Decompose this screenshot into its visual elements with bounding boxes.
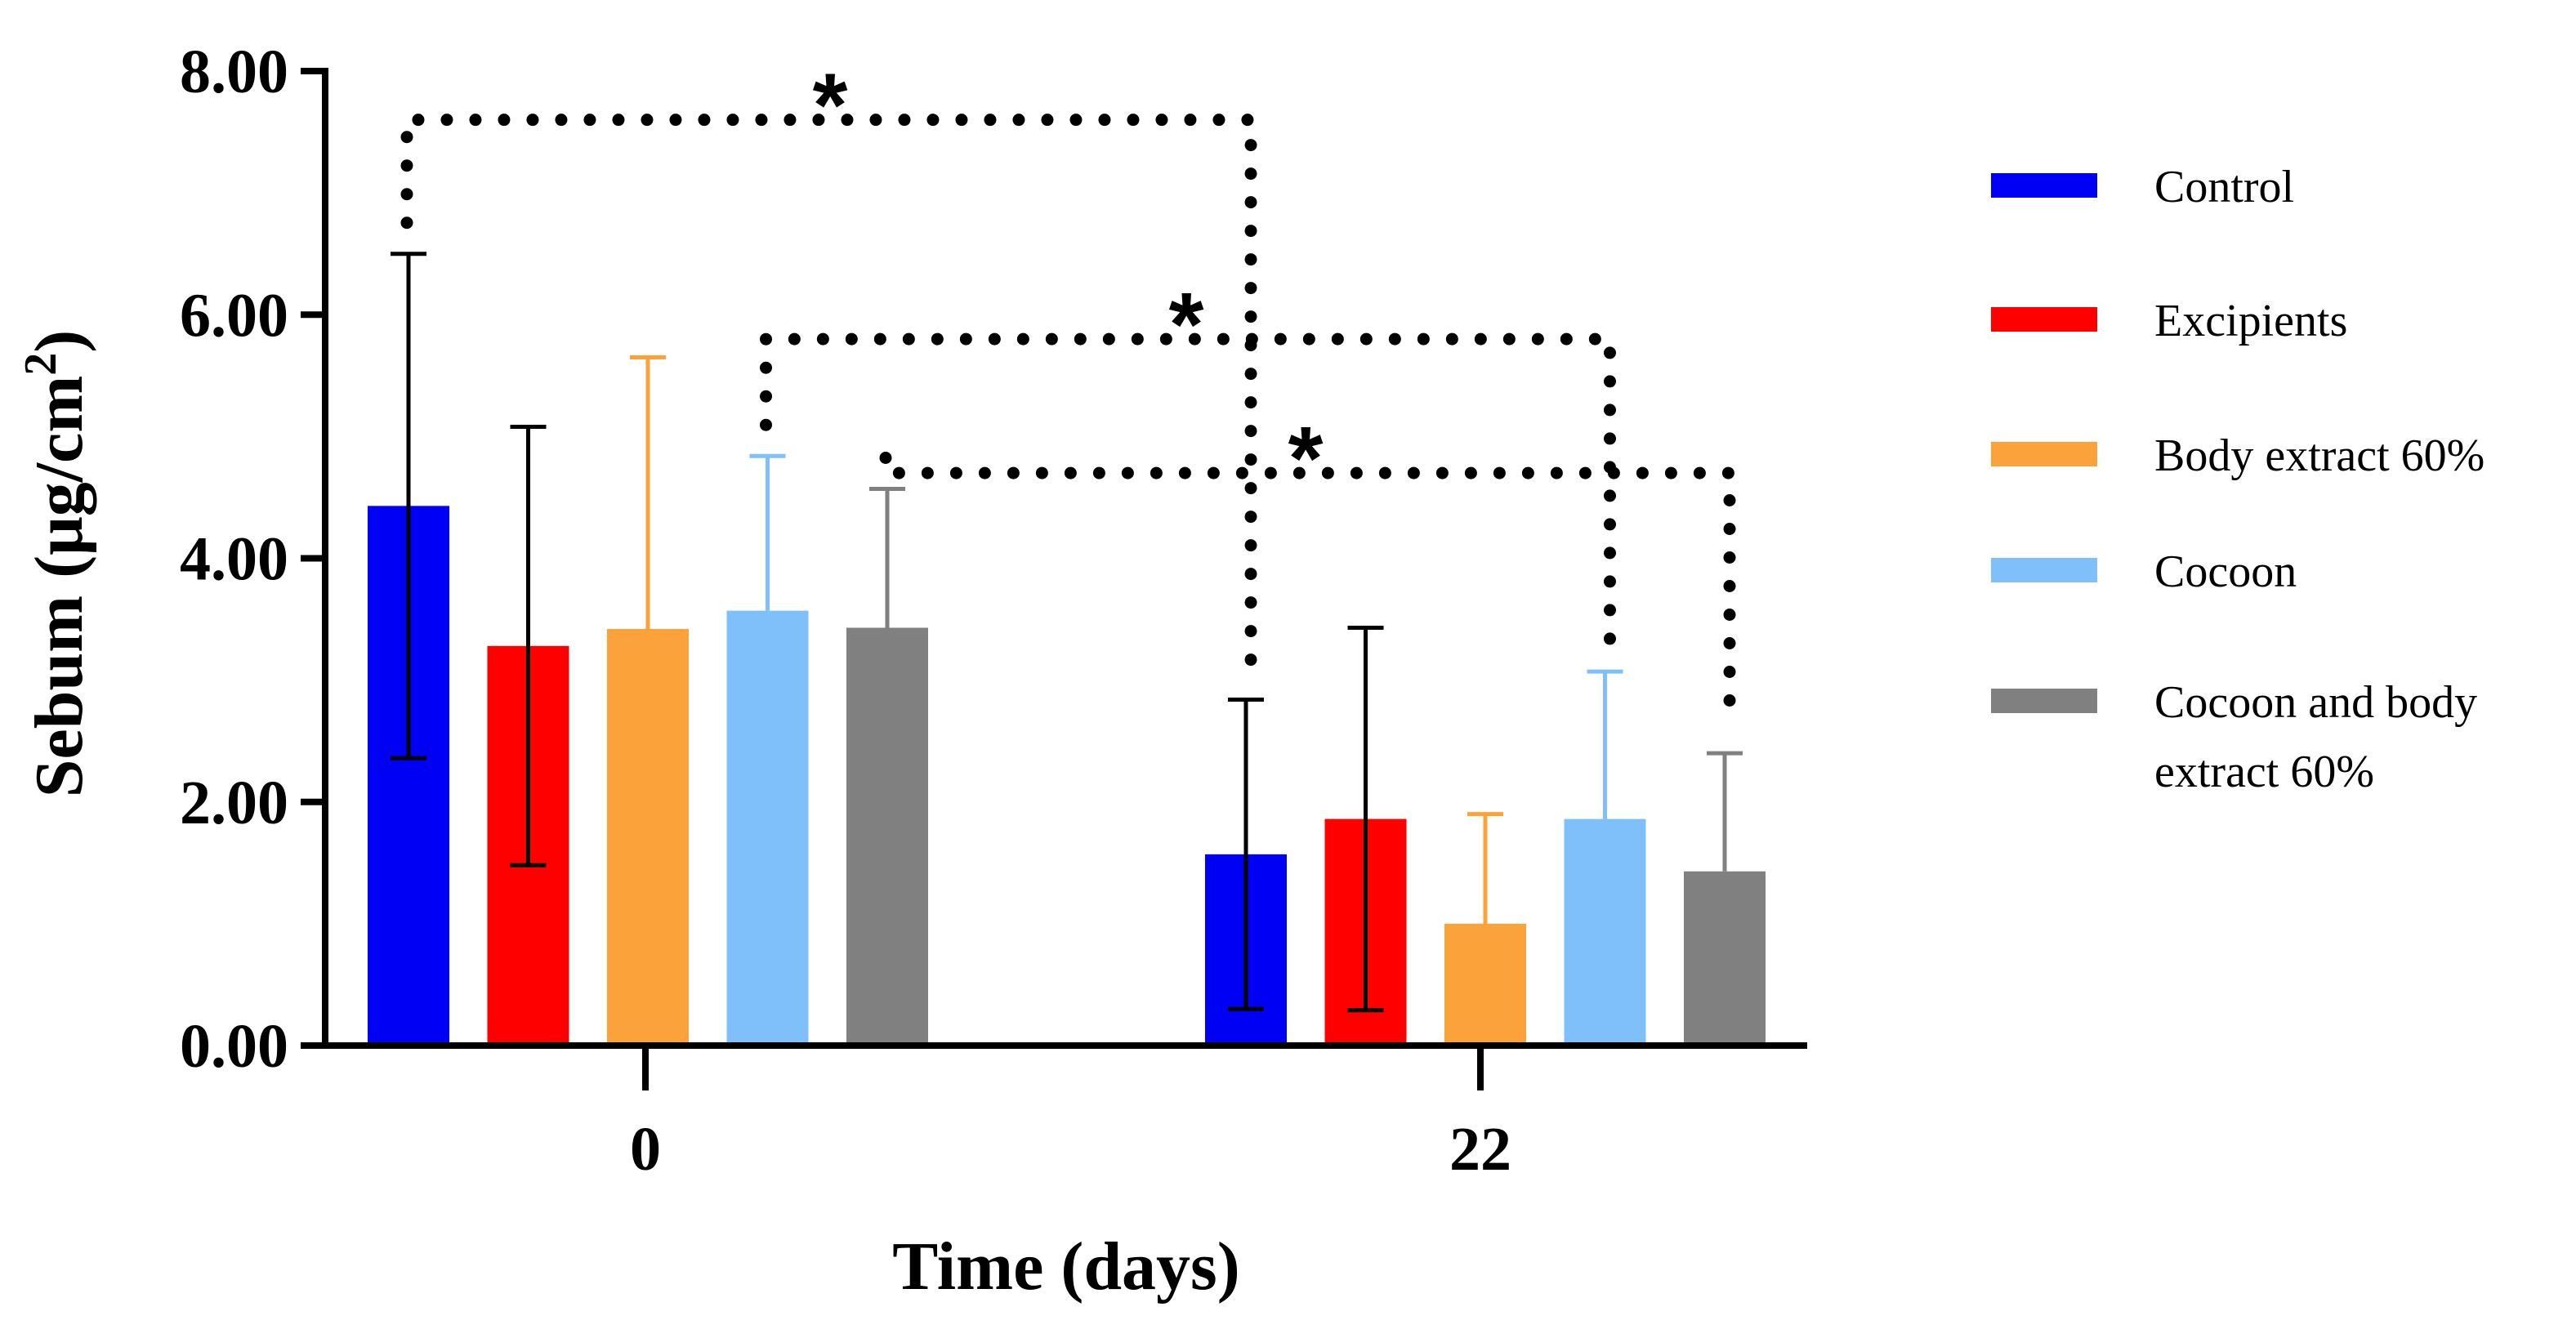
legend-swatch-body-extract-60- — [1991, 442, 2097, 466]
tick-labels-layer: 0.00 2.00 4.00 6.00 8.00 0 22 — [180, 38, 1511, 1184]
y-tick-label-6.00: 6.00 — [180, 281, 288, 350]
bars-layer — [368, 506, 1766, 1046]
significance-layer: * * * — [400, 56, 1736, 727]
legend-label-3-0: Cocoon — [2154, 546, 2297, 597]
axes-layer — [301, 68, 1807, 1090]
legend-swatch-cocoon — [1991, 558, 2097, 582]
legend-swatch-excipients — [1991, 307, 2097, 332]
legend-label-2-0: Body extract 60% — [2154, 430, 2484, 481]
error-bars-layer — [391, 252, 1743, 1013]
y-tick-label-8.00: 8.00 — [180, 38, 288, 106]
y-tick-label-4.00: 4.00 — [180, 525, 288, 594]
legend-label-4-0: Cocoon and body — [2154, 677, 2477, 728]
bar-cocoon-and-body-extract-60--day-22 — [1684, 871, 1766, 1046]
y-tick-label-0.00: 0.00 — [180, 1012, 288, 1081]
bar-cocoon-day-22 — [1564, 818, 1646, 1046]
legend: Control Excipients Body extract 60% Cocoon C… — [1991, 162, 2484, 797]
x-tick-label-0: 0 — [630, 1115, 661, 1184]
legend-label-0-0: Control — [2154, 162, 2294, 212]
significance-bracket-1 — [400, 114, 1257, 673]
bar-body-extract-60--day-0 — [607, 628, 689, 1046]
legend-label-4-1: extract 60% — [2154, 747, 2374, 797]
bar-body-extract-60--day-22 — [1444, 923, 1526, 1046]
legend-label-1-0: Excipients — [2154, 296, 2347, 346]
y-tick-label-2.00: 2.00 — [180, 769, 288, 837]
significance-star-2: * — [1169, 274, 1204, 375]
significance-star-3: * — [1288, 408, 1324, 509]
bar-cocoon-and-body-extract-60--day-0 — [846, 627, 928, 1046]
significance-star-1: * — [813, 56, 848, 156]
x-axis-title: Time (days) — [892, 1229, 1239, 1304]
y-axis-title: Sebum (μg/cm2) — [16, 330, 97, 798]
x-tick-label-22: 22 — [1449, 1115, 1511, 1184]
legend-swatch-cocoon-and-body-extract-60- — [1991, 689, 2097, 713]
legend-swatch-control — [1991, 173, 2097, 198]
bar-cocoon-day-0 — [726, 610, 809, 1046]
